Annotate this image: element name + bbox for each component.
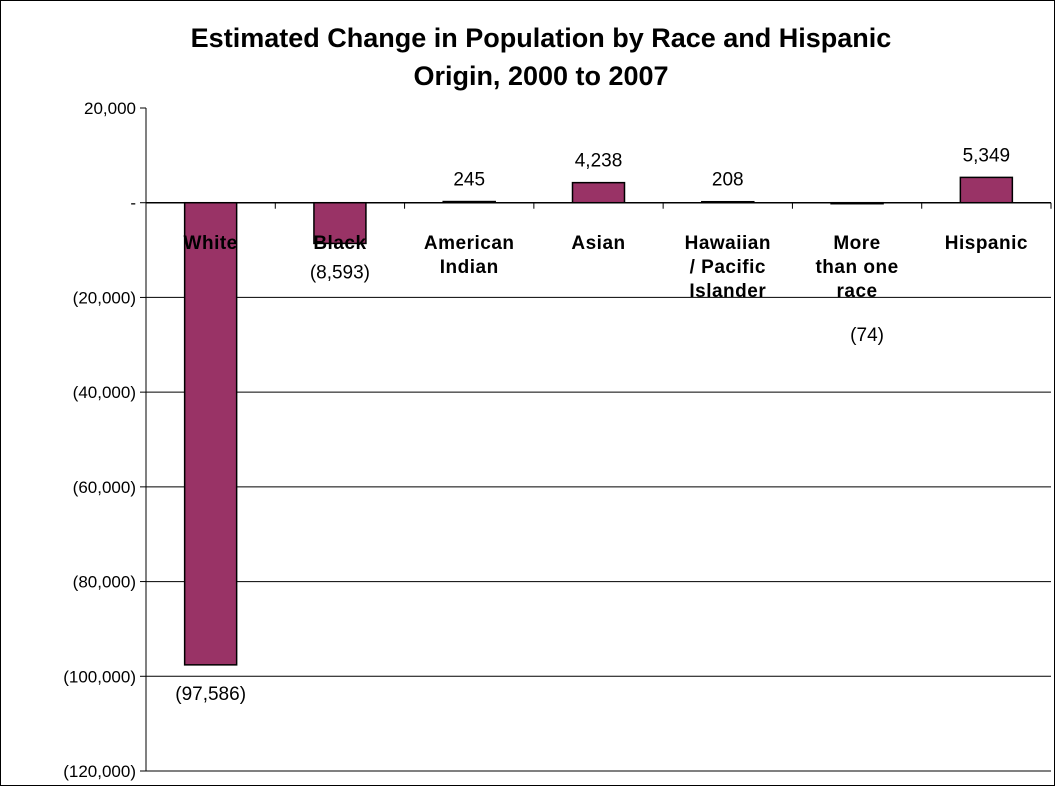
x-category-label: White: [184, 233, 238, 254]
data-label: (97,586): [175, 684, 246, 705]
y-tick-label: (20,000): [73, 288, 136, 307]
x-category-label: race: [837, 281, 878, 302]
bar: [959, 176, 1014, 204]
y-tick-label: (40,000): [73, 383, 136, 402]
data-label: (8,593): [310, 262, 370, 283]
y-tick-label: (120,000): [63, 762, 136, 781]
bar: [183, 201, 238, 666]
y-tick-label: (80,000): [73, 573, 136, 592]
bars: [183, 176, 1014, 666]
data-label: (74): [850, 325, 884, 346]
y-tick-label: -: [130, 194, 136, 213]
y-tick-label: 20,000: [84, 99, 136, 118]
bar: [571, 181, 626, 204]
chart-title: Estimated Change in Population by Race a…: [191, 23, 892, 91]
chart-title-line: Estimated Change in Population by Race a…: [191, 23, 892, 53]
bar: [701, 200, 755, 204]
data-label: 208: [712, 170, 744, 191]
category-labels: White Black American Indian Asian Hawaiian / P…: [184, 233, 1028, 302]
bar: [442, 200, 496, 204]
bar: [313, 201, 367, 245]
x-category-label: Black: [313, 233, 366, 254]
axes: 20,000 - (20,000) (40,000) (60,000) (80,000) (…: [63, 99, 1052, 781]
x-category-label: Hispanic: [945, 233, 1028, 254]
data-labels: (97,586) (8,593) 245 4,238 208 (74) 5,349: [175, 145, 1010, 704]
x-category-label: Islander: [689, 281, 766, 302]
x-category-label: More: [833, 233, 880, 254]
chart-title-line: Origin, 2000 to 2007: [413, 61, 668, 91]
x-category-label: than one: [815, 257, 898, 278]
data-label: 5,349: [963, 145, 1011, 166]
y-tick-label: (100,000): [63, 667, 136, 686]
x-category-label: Asian: [571, 233, 625, 254]
data-label: 245: [453, 170, 485, 191]
bar: [830, 201, 884, 205]
x-category-label: / Pacific: [690, 257, 766, 278]
x-category-label: Indian: [440, 257, 499, 278]
data-label: 4,238: [575, 151, 623, 172]
y-tick-label: (60,000): [73, 478, 136, 497]
x-category-label: Hawaiian: [685, 233, 771, 254]
x-category-label: American: [424, 233, 515, 254]
gridlines: [146, 296, 1051, 772]
